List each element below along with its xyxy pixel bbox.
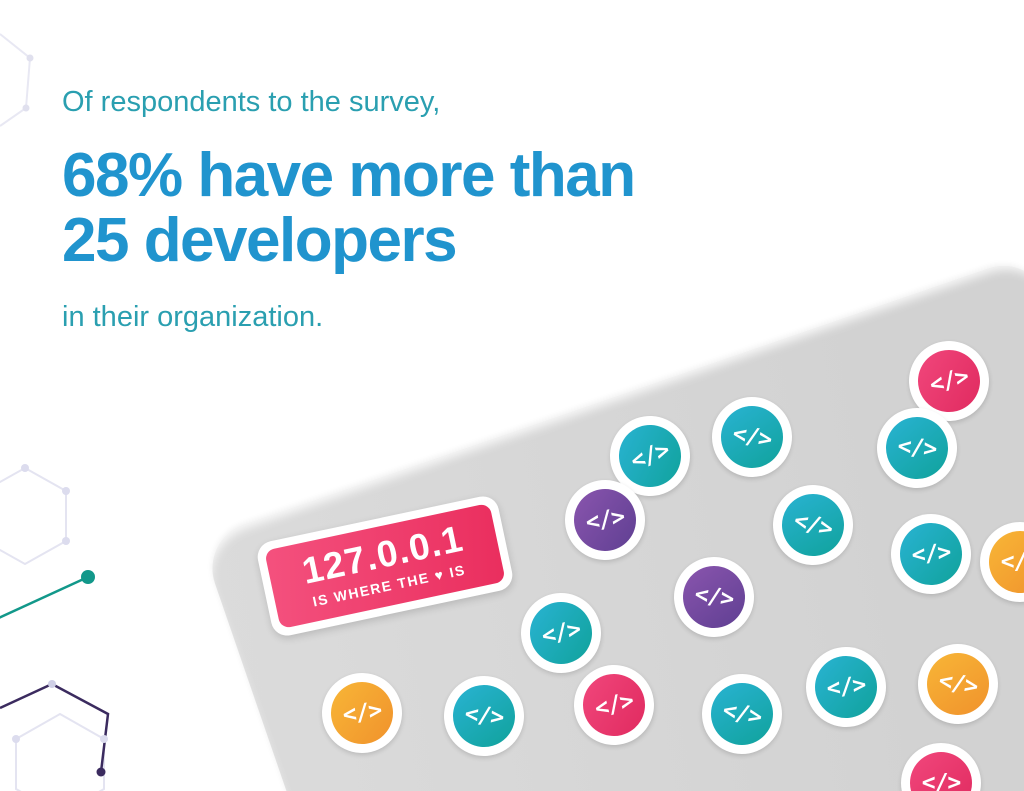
headline-block: Of respondents to the survey, 68% have m…	[62, 86, 636, 334]
code-icon: </>	[910, 539, 952, 569]
code-sticker-face: </>	[883, 414, 951, 482]
code-sticker-face: </>	[576, 667, 652, 743]
code-sticker-face: </>	[449, 681, 519, 751]
headline-outro: in their organization.	[62, 301, 324, 334]
code-icon: </>	[936, 667, 980, 701]
code-icon: </>	[927, 363, 971, 399]
code-icon: </>	[921, 770, 962, 791]
code-sticker-face: </>	[569, 484, 641, 556]
code-icon: </>	[592, 687, 636, 723]
code-sticker-face: </>	[922, 648, 994, 720]
hex-decoration-top-left	[0, 33, 34, 127]
code-icon: </>	[341, 697, 383, 729]
code-sticker-face: </>	[678, 561, 750, 633]
code-icon: </>	[583, 503, 627, 537]
stat-line-1: 68% have more than	[62, 141, 636, 210]
stat-line-2: 25 developers	[62, 206, 458, 276]
code-sticker-face: </>	[811, 652, 881, 722]
code-icon: </>	[1000, 549, 1024, 575]
code-icon: </>	[730, 420, 774, 454]
code-sticker-face: </>	[716, 401, 788, 473]
code-sticker-face: </>	[910, 752, 972, 791]
code-icon: </>	[463, 701, 505, 731]
code-icon: </>	[896, 433, 938, 463]
code-sticker-face: </>	[705, 677, 779, 751]
code-icon: </>	[627, 437, 673, 475]
code-icon: </>	[720, 697, 764, 731]
hex-decoration-bottom-left	[0, 680, 110, 791]
code-sticker-face: </>	[989, 531, 1024, 593]
code-icon: </>	[825, 672, 867, 702]
code-icon: </>	[693, 581, 735, 613]
headline-intro: Of respondents to the survey,	[62, 86, 441, 118]
hex-decoration-mid-left	[0, 464, 95, 619]
code-sticker-face: </>	[775, 487, 851, 563]
code-sticker-face: </>	[326, 677, 398, 749]
code-icon: </>	[791, 507, 835, 543]
code-sticker-face: </>	[897, 520, 965, 588]
code-sticker-face: </>	[524, 596, 598, 670]
code-icon: </>	[539, 616, 583, 650]
